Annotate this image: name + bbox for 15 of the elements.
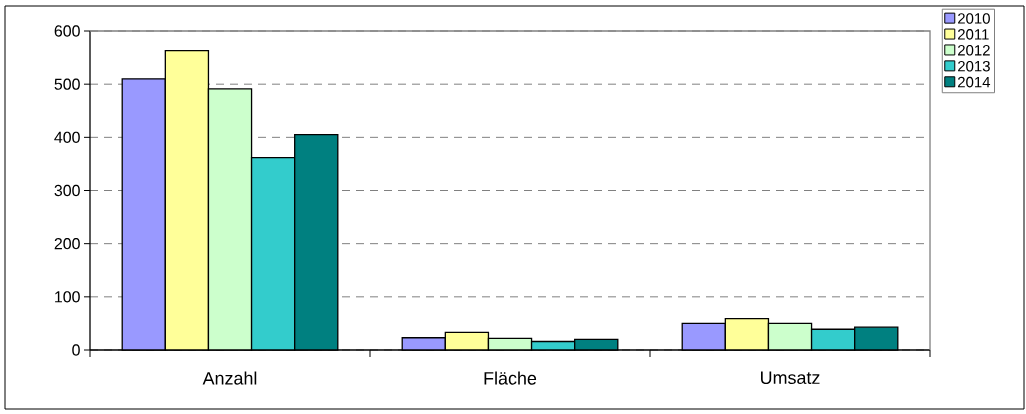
x-tick-label: Umsatz [761, 371, 820, 385]
y-tick-label: 400 [54, 131, 80, 143]
x-tick-label: Fläche [484, 371, 537, 385]
legend-label: 2014 [958, 76, 991, 88]
legend-label: 2010 [958, 13, 990, 24]
legend-label: 2011 [958, 29, 989, 40]
legend-label: 2012 [958, 44, 990, 56]
x-tick-label: Anzahl [202, 371, 257, 385]
y-tick-label: 500 [54, 78, 80, 90]
y-tick-label: 0 [72, 344, 80, 356]
y-tick-label: 200 [54, 238, 80, 250]
legend-label: 2013 [958, 60, 990, 72]
y-tick-label: 100 [55, 291, 80, 303]
y-tick-label: 600 [54, 25, 80, 37]
y-tick-label: 300 [54, 184, 80, 197]
